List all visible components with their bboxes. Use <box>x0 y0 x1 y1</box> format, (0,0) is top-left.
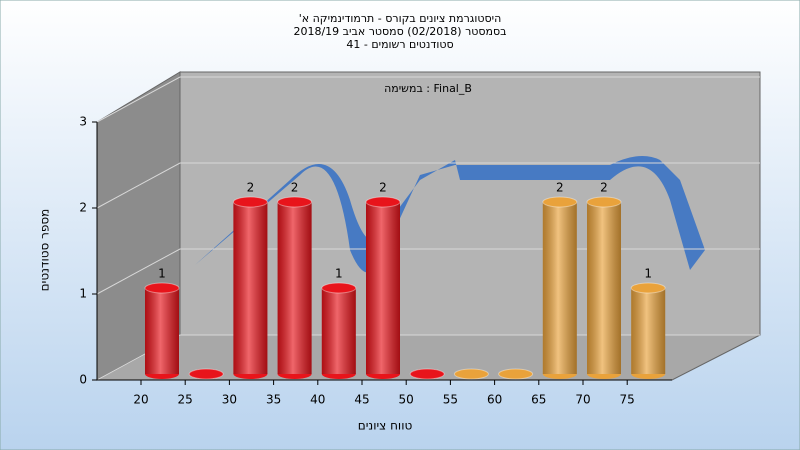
bars: 1 2 2 1 2 2 2 1 <box>144 181 666 380</box>
x-tick-label: 30 <box>222 393 237 407</box>
data-label: 2 <box>291 181 299 195</box>
bar-shade <box>631 288 666 374</box>
bar-shade <box>233 202 268 374</box>
grid-line <box>96 76 760 123</box>
bar-shade <box>145 288 179 374</box>
x-tick-label: 45 <box>354 393 369 407</box>
x-tick-label: 70 <box>575 393 590 407</box>
bar-top <box>498 368 534 380</box>
data-label: 2 <box>556 181 564 195</box>
y-tick-label: 3 <box>79 115 87 129</box>
x-tick-label: 50 <box>399 393 414 407</box>
bar-top <box>542 196 578 208</box>
x-tick-label: 35 <box>266 393 281 407</box>
chart-subtitle: סטודנטים רשומים - 41 <box>346 38 453 51</box>
chart-subtitle: בסמסטר (02/2018) סמסטר אביב 2018/19 <box>293 25 506 38</box>
bar-top <box>453 368 489 380</box>
x-tick-label: 75 <box>620 393 635 407</box>
x-tick-label: 55 <box>443 393 458 407</box>
bar-top <box>144 282 180 294</box>
annotation: במשימה : Final_B <box>384 82 472 95</box>
chart-title: היסטוגרמת ציונים בקורס - תרמודינמיקה א' <box>299 12 502 25</box>
x-tick-label: 20 <box>133 393 148 407</box>
bar-top <box>409 368 445 380</box>
x-tick-label: 25 <box>178 393 193 407</box>
data-label: 1 <box>335 267 343 281</box>
x-tick-label: 65 <box>531 393 546 407</box>
bar-top <box>630 282 666 294</box>
x-tick-label: 60 <box>487 393 502 407</box>
bar-top <box>365 196 401 208</box>
bar-shade <box>542 202 577 374</box>
ribbon <box>195 156 705 273</box>
data-label: 2 <box>247 181 255 195</box>
data-label: 2 <box>379 181 387 195</box>
y-tick-label: 1 <box>79 287 87 301</box>
x-tick-label: 40 <box>310 393 325 407</box>
bar-shade <box>321 288 356 374</box>
y-axis-label: מספר סטודנטים <box>38 209 52 292</box>
bar-top <box>188 368 224 380</box>
y-tick-label: 2 <box>79 201 87 215</box>
bar-shade <box>366 202 400 374</box>
bar-top <box>321 282 357 294</box>
data-label: 2 <box>600 181 608 195</box>
data-label: 1 <box>158 267 166 281</box>
bar-shade <box>587 202 621 374</box>
data-label: 1 <box>644 267 652 281</box>
bar-shade <box>277 202 312 374</box>
y-tick-label: 0 <box>79 373 87 387</box>
bar-top <box>586 196 622 208</box>
x-axis-label: טווח ציונים <box>358 419 413 433</box>
bar-top <box>277 196 313 208</box>
grid <box>92 76 760 385</box>
grid-line <box>96 162 760 209</box>
bar-top <box>232 196 268 208</box>
